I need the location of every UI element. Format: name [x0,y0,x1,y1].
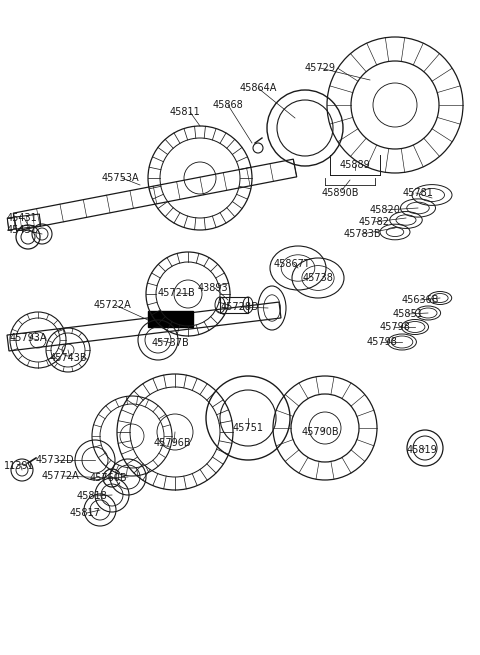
Text: 45820: 45820 [370,205,400,215]
Text: 45722A: 45722A [93,300,131,310]
Text: 45864A: 45864A [240,83,276,93]
Text: 43893: 43893 [198,283,228,293]
Text: 45781: 45781 [403,188,433,198]
Text: 45721B: 45721B [157,288,195,298]
Text: 45867T: 45867T [274,259,311,269]
Text: 45431: 45431 [7,225,37,235]
Text: 11391: 11391 [4,461,34,471]
Text: 45636B: 45636B [401,295,439,305]
Text: 45798: 45798 [367,337,397,347]
Text: 45868: 45868 [213,100,243,110]
Text: 45798: 45798 [380,322,410,332]
Text: 45890B: 45890B [321,188,359,198]
Bar [148,311,193,327]
Text: 45751: 45751 [232,423,264,433]
Text: 45728D: 45728D [221,302,259,312]
Text: 45782: 45782 [359,217,389,227]
Text: 45851: 45851 [393,309,423,319]
Text: 45811: 45811 [169,107,200,117]
Text: 45743B: 45743B [49,353,87,363]
Text: 45889: 45889 [340,160,371,170]
Text: 45753A: 45753A [101,173,139,183]
Text: 45818: 45818 [77,491,108,501]
Text: 45738: 45738 [302,273,334,283]
Bar [220,297,248,313]
Text: 45729: 45729 [304,63,336,73]
Text: 45732D: 45732D [36,455,74,465]
Text: 45819: 45819 [407,445,437,455]
Text: 45737B: 45737B [151,338,189,348]
Text: 45793A: 45793A [9,333,47,343]
Text: 45431: 45431 [7,213,37,223]
Text: 45783B: 45783B [343,229,381,239]
Text: 45760B: 45760B [89,473,127,483]
Text: 45790B: 45790B [301,427,339,437]
Text: 45817: 45817 [70,508,100,518]
Text: 45772A: 45772A [41,471,79,481]
Text: 45796B: 45796B [153,438,191,448]
